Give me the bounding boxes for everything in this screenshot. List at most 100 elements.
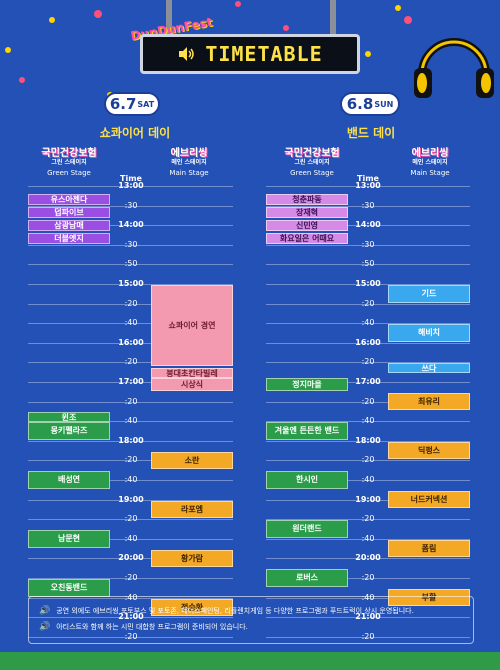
- grid-line: [28, 264, 233, 266]
- performance-slot: 몽키펠라즈: [28, 422, 110, 440]
- day2-green-stage-header: 국민건강보험 그린 스테이지 Green Stage: [284, 148, 340, 177]
- grid-line: [266, 342, 470, 344]
- footer-line-2: 🔊 아티스트와 함께 하는 시민 대합창 프로그램이 준비되어 있습니다.: [39, 619, 463, 635]
- time-label: :20: [124, 396, 138, 406]
- time-label: :40: [361, 475, 375, 484]
- time-label: 13:00: [118, 181, 144, 190]
- time-label: :50: [124, 259, 138, 269]
- performance-slot: 시상식: [151, 378, 233, 391]
- performance-slot: 덥파이브: [28, 206, 110, 218]
- grid-line: [28, 342, 233, 344]
- timetable-sign: TIMETABLE: [140, 34, 360, 74]
- grid-line: [28, 362, 233, 364]
- grid-line: [266, 440, 470, 442]
- time-label: :40: [124, 416, 138, 426]
- time-label: :40: [361, 533, 375, 543]
- grid-line: [28, 284, 233, 285]
- performance-slot: 더블엣지: [28, 232, 110, 244]
- speaker-icon: 🔊: [39, 622, 51, 632]
- page-title: TIMETABLE: [205, 42, 323, 66]
- performance-slot: 삼광남매: [28, 219, 110, 231]
- performance-slot: 로버스: [266, 569, 348, 587]
- day1-main-stage-header: 에브리씽 메인 스테이지 Main Stage: [169, 148, 209, 177]
- time-label: :20: [124, 455, 138, 465]
- speaker-icon: 🔊: [39, 606, 51, 616]
- time-label: :20: [361, 357, 375, 367]
- time-label: :20: [124, 514, 138, 524]
- grid-line: [266, 558, 470, 560]
- performance-slot: 붕대초칸타빌레: [151, 368, 233, 379]
- performance-slot: 황가람: [151, 549, 233, 568]
- time-label: :40: [361, 592, 375, 602]
- performance-slot: 라포엠: [151, 500, 233, 519]
- grid-line: [266, 617, 470, 619]
- performance-slot: 부활: [388, 588, 470, 607]
- footer-text-1: 공연 외에도 에브리씽 포토부스 및 포토존, 페이스페인팅, 리플렌치게임 등…: [56, 607, 414, 615]
- grid-line: [266, 362, 470, 364]
- time-label: :30: [124, 200, 138, 210]
- time-label: :40: [124, 475, 138, 484]
- grid-line: [28, 460, 233, 462]
- performance-slot: 소란: [151, 451, 233, 470]
- grid-line: [266, 499, 470, 501]
- grid-line: [266, 519, 470, 521]
- time-label: 19:00: [118, 494, 144, 504]
- date-day1: 6.7: [109, 95, 137, 113]
- grid-line: [28, 480, 233, 481]
- grid-line: [266, 597, 470, 599]
- time-label: :30: [124, 239, 138, 249]
- footer-notice: 🔊 공연 외에도 에브리씽 포토부스 및 포토존, 페이스페인팅, 리플렌치게임…: [28, 596, 474, 644]
- time-label: 20:00: [355, 553, 381, 563]
- time-label: :40: [124, 592, 138, 602]
- performance-slot: 청춘파동: [266, 193, 348, 205]
- performance-slot: 정승환: [151, 598, 233, 617]
- grid-line: [266, 264, 470, 266]
- grid-line: [28, 205, 233, 207]
- date-day2: 6.8: [346, 95, 374, 113]
- time-label: 17:00: [118, 377, 144, 386]
- performance-slot: 딕펑스: [388, 441, 470, 460]
- speaker-icon: [179, 47, 195, 61]
- performance-slot: 장재혁: [266, 206, 348, 218]
- time-label: :30: [361, 239, 375, 249]
- day2-main-stage-header: 에브리씽 메인 스테이지 Main Stage: [410, 148, 450, 177]
- time-label: :20: [124, 631, 138, 641]
- grid-line: [28, 499, 233, 501]
- performance-slot: 원더랜드: [266, 520, 348, 538]
- time-label: 13:00: [355, 181, 381, 190]
- grid-line: [28, 519, 233, 521]
- performance-slot: 겨울엔 든든한 밴드: [266, 422, 348, 440]
- grid-line: [266, 382, 470, 383]
- time-label: :50: [361, 259, 375, 269]
- grid-line: [28, 401, 233, 403]
- grid-line: [28, 636, 233, 638]
- grid-line: [266, 186, 470, 187]
- day2-time-header: Time: [357, 174, 379, 183]
- grid-line: [266, 323, 470, 325]
- time-label: 15:00: [118, 279, 144, 288]
- grid-line: [266, 205, 470, 207]
- footer-line-1: 🔊 공연 외에도 에브리씽 포토부스 및 포토존, 페이스페인팅, 리플렌치게임…: [39, 603, 463, 619]
- grid-line: [28, 578, 233, 579]
- performance-slot: 배성연: [28, 471, 110, 489]
- performance-slot: 화요일은 어때요: [266, 232, 348, 244]
- time-label: :20: [361, 396, 375, 406]
- performance-slot: 너드커넥션: [388, 490, 470, 509]
- time-label: 20:00: [118, 553, 144, 563]
- footer-text-2: 아티스트와 함께 하는 시민 대합창 프로그램이 준비되어 있습니다.: [56, 623, 248, 631]
- performance-slot: 쇼콰이어 경연: [151, 285, 233, 367]
- time-label: :20: [361, 514, 375, 524]
- grid-line: [266, 284, 470, 285]
- performance-slot: 폼림: [388, 539, 470, 558]
- performance-slot: 남문현: [28, 530, 110, 548]
- time-label: :20: [124, 573, 138, 582]
- grid-line: [266, 225, 470, 227]
- grid-line: [266, 303, 470, 305]
- time-label: 19:00: [355, 494, 381, 504]
- grid-line: [28, 323, 233, 325]
- time-label: :30: [361, 200, 375, 210]
- time-label: 16:00: [355, 337, 381, 347]
- time-label: :20: [361, 298, 375, 308]
- time-label: 21:00: [355, 612, 381, 622]
- grid-line: [28, 244, 233, 246]
